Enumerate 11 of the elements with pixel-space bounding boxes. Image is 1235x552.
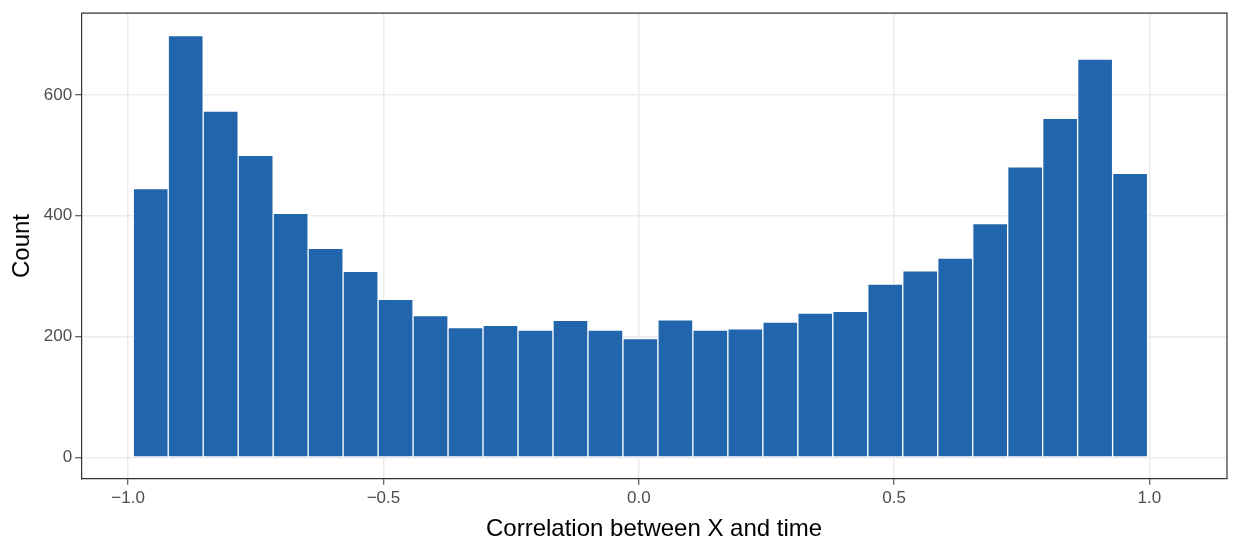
y-tick-label: 200 (43, 326, 73, 346)
y-tick-label: 600 (43, 84, 73, 104)
x-tick-label: 0.0 (626, 487, 651, 507)
x-axis-title: Correlation between X and time (485, 514, 823, 542)
x-tick-label: −0.5 (366, 487, 401, 507)
x-tick-label: −1.0 (111, 487, 145, 507)
x-tick-label: 1.0 (1137, 487, 1162, 507)
y-tick-label: 400 (43, 205, 73, 225)
y-tick-label: 0 (62, 447, 73, 467)
x-tick-label: 0.5 (882, 487, 906, 507)
y-axis-title: Count (7, 213, 35, 279)
